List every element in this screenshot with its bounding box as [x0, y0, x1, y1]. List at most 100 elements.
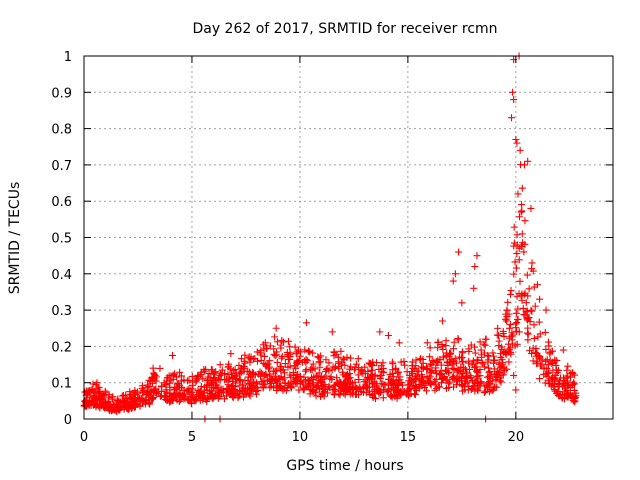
- data-point: [465, 345, 473, 353]
- data-point: [525, 285, 533, 293]
- data-point: [437, 379, 445, 387]
- data-point: [513, 139, 521, 147]
- data-point: [375, 388, 383, 396]
- data-point: [421, 384, 429, 392]
- data-point: [355, 376, 363, 384]
- data-point: [281, 360, 289, 368]
- y-tick-label: 0.6: [51, 195, 72, 210]
- data-point: [498, 355, 506, 363]
- x-tick-label: 5: [188, 430, 196, 445]
- data-point: [542, 357, 550, 365]
- data-point: [458, 299, 466, 307]
- data-point: [518, 201, 526, 209]
- data-point: [544, 338, 552, 346]
- data-point: [388, 366, 396, 374]
- data-point: [548, 347, 556, 355]
- data-point: [346, 365, 354, 373]
- data-point: [328, 376, 336, 384]
- data-point: [442, 384, 450, 392]
- data-point: [467, 341, 475, 349]
- data-point: [131, 387, 139, 395]
- data-point: [499, 371, 507, 379]
- data-point: [495, 337, 503, 345]
- data-point: [225, 388, 233, 396]
- data-point: [352, 385, 360, 393]
- data-point: [242, 390, 250, 398]
- data-point: [515, 256, 523, 264]
- data-point: [220, 395, 228, 403]
- data-point: [423, 365, 431, 373]
- data-point: [395, 368, 403, 376]
- data-point: [271, 333, 279, 341]
- data-point: [522, 299, 530, 307]
- data-point: [244, 367, 252, 375]
- data-point: [467, 385, 475, 393]
- data-point: [330, 349, 338, 357]
- data-point: [286, 371, 294, 379]
- data-point: [106, 405, 114, 413]
- data-point: [231, 391, 239, 399]
- data-point: [84, 387, 92, 395]
- data-point: [455, 367, 463, 375]
- data-point: [334, 379, 342, 387]
- data-point: [568, 394, 576, 402]
- data-point: [554, 381, 562, 389]
- data-point: [442, 366, 450, 374]
- data-point: [376, 373, 384, 381]
- data-point: [296, 380, 304, 388]
- data-point: [240, 384, 248, 392]
- data-point: [530, 334, 538, 342]
- data-point: [407, 379, 415, 387]
- data-point: [360, 378, 368, 386]
- data-point: [176, 392, 184, 400]
- data-point: [553, 366, 561, 374]
- data-point: [351, 378, 359, 386]
- data-point: [178, 384, 186, 392]
- data-point: [397, 379, 405, 387]
- data-point: [517, 292, 525, 300]
- data-point: [426, 372, 434, 380]
- data-point: [419, 377, 427, 385]
- data-point: [512, 324, 520, 332]
- data-point: [449, 277, 457, 285]
- data-point: [213, 381, 221, 389]
- data-point: [431, 377, 439, 385]
- data-point: [325, 383, 333, 391]
- data-point: [564, 362, 572, 370]
- data-point: [129, 391, 137, 399]
- data-point: [292, 374, 300, 382]
- data-point: [333, 374, 341, 382]
- axis-ticks: 00.10.20.30.40.50.60.70.80.910 5 10 15 20: [51, 50, 613, 445]
- data-point: [163, 374, 171, 382]
- data-point: [266, 357, 274, 365]
- data-point: [208, 392, 216, 400]
- data-point: [259, 384, 267, 392]
- data-point: [173, 380, 181, 388]
- y-tick-label: 0: [64, 413, 72, 428]
- data-point: [458, 381, 466, 389]
- data-point: [490, 352, 498, 360]
- data-point: [355, 391, 363, 399]
- data-point: [241, 359, 249, 367]
- data-point: [254, 387, 262, 395]
- data-point: [503, 348, 511, 356]
- y-axis-title: SRMTID / TECUs: [7, 182, 23, 295]
- data-point: [490, 356, 498, 364]
- data-point: [459, 358, 467, 366]
- data-point: [494, 324, 502, 332]
- data-point: [552, 361, 560, 369]
- data-point: [301, 367, 309, 375]
- data-point: [512, 386, 520, 394]
- data-point: [210, 369, 218, 377]
- data-point: [521, 311, 529, 319]
- data-point: [482, 335, 490, 343]
- data-point: [504, 340, 512, 348]
- data-point: [252, 390, 260, 398]
- data-point: [131, 399, 139, 407]
- data-point: [241, 351, 249, 359]
- data-point: [408, 362, 416, 370]
- data-point: [529, 267, 537, 275]
- data-point: [541, 328, 549, 336]
- data-point: [277, 382, 285, 390]
- data-point: [265, 363, 273, 371]
